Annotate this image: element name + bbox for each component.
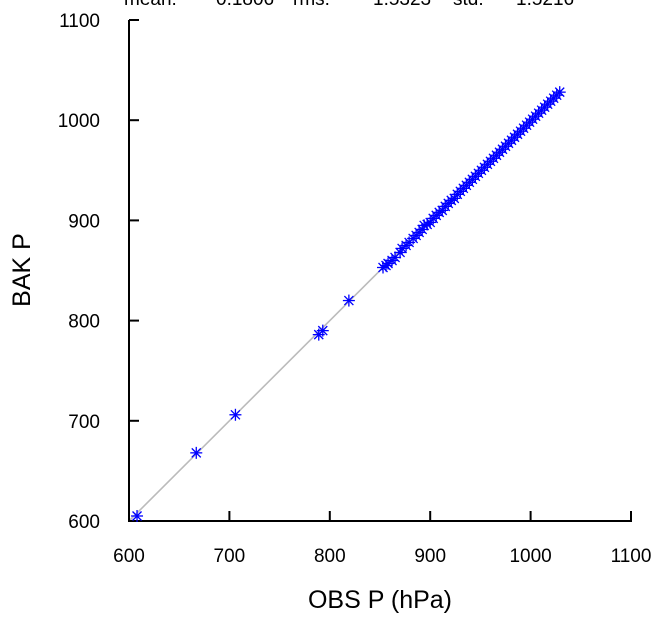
stats-line: mean: 0.1806 rms: 1.5323 std: 1.5216 (124, 0, 574, 10)
data-point (190, 446, 203, 459)
y-tick-label: 900 (68, 211, 100, 232)
x-tick-label: 600 (113, 546, 145, 567)
x-tick-label: 700 (214, 546, 246, 567)
y-axis-title: BAK P (8, 233, 36, 307)
data-point (316, 324, 329, 337)
stats-std-value: 1.5216 (516, 0, 574, 10)
reference-line (128, 89, 562, 522)
stats-mean-value: 0.1806 (216, 0, 274, 10)
y-tick-label: 600 (68, 512, 100, 533)
y-tick-label: 1000 (58, 111, 100, 132)
y-tick-label: 800 (68, 312, 100, 333)
data-point (553, 86, 566, 99)
x-axis-title: OBS P (hPa) (308, 586, 452, 614)
data-point (131, 509, 144, 522)
stats-std-label: std: (453, 0, 484, 10)
x-tick-label: 1000 (509, 546, 551, 567)
data-point (342, 294, 355, 307)
x-tick-label: 800 (314, 546, 346, 567)
stats-rms-label: rms: (293, 0, 330, 10)
stats-rms-value: 1.5323 (373, 0, 431, 10)
y-tick-label: 1100 (59, 11, 100, 32)
stats-mean-label: mean: (124, 0, 177, 10)
x-tick-label: 900 (414, 546, 446, 567)
y-tick-label: 700 (68, 412, 100, 433)
x-tick-label: 1100 (611, 546, 652, 567)
data-point (229, 408, 242, 421)
